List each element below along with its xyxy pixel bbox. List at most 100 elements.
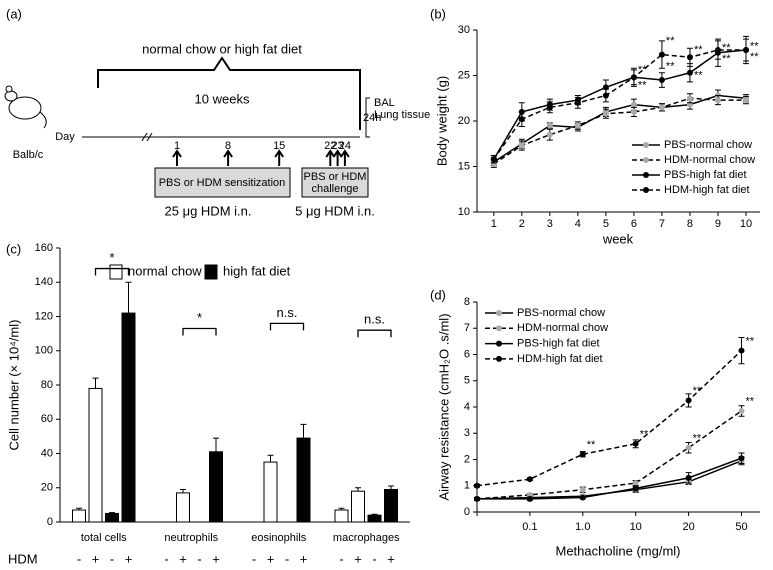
end-time: 24h <box>363 112 381 124</box>
x-tick-label: neutrophils <box>164 532 218 544</box>
annotation: ** <box>693 385 702 397</box>
y-tick-label: 25 <box>458 69 470 81</box>
day-number: 22 <box>324 140 336 152</box>
point <box>546 131 553 138</box>
y-tick-label: 160 <box>35 242 53 254</box>
legend-marker <box>643 172 649 178</box>
point <box>579 486 586 493</box>
annotation: ** <box>640 428 649 440</box>
point <box>714 97 721 104</box>
point <box>490 160 497 167</box>
y-tick-label: 100 <box>35 345 53 357</box>
group-label: + <box>387 551 395 566</box>
group-label: - <box>164 551 168 566</box>
x-tick-label: total cells <box>81 532 127 544</box>
arrow <box>340 149 350 166</box>
box <box>154 167 291 198</box>
legend-marker <box>643 187 649 193</box>
legend-label: PBS-high fat diet <box>517 338 600 350</box>
group-label: + <box>212 551 220 566</box>
y-tick-label: 2 <box>464 453 470 465</box>
arrow <box>274 149 285 166</box>
error-bar <box>355 487 361 492</box>
group-label: + <box>125 551 133 566</box>
day-number: 23 <box>331 140 343 152</box>
legend-label: HDM-high fat diet <box>517 353 603 365</box>
annotation: ** <box>722 53 731 65</box>
bar <box>105 512 119 523</box>
x-tick-label: 50 <box>735 521 747 533</box>
legend-label: HDM-normal chow <box>517 322 608 334</box>
x-tick-label: 7 <box>659 218 665 230</box>
brace <box>97 56 361 130</box>
point <box>602 92 609 99</box>
rat-icon <box>4 85 47 129</box>
bar <box>209 451 223 523</box>
group-label: - <box>372 551 376 566</box>
y-tick-label: 5 <box>464 375 470 387</box>
group-label: - <box>77 551 81 566</box>
point <box>738 407 745 414</box>
duration: 10 weeks <box>195 91 250 106</box>
point <box>738 455 745 462</box>
point <box>518 116 525 123</box>
annotation: ** <box>694 69 703 81</box>
group-label: + <box>354 551 362 566</box>
bar <box>296 437 311 523</box>
point <box>686 69 693 76</box>
y-tick-label: 120 <box>35 310 53 322</box>
x-tick-label: 6 <box>631 218 637 230</box>
x-tick-label: 10 <box>740 218 752 230</box>
significance-label: * <box>109 250 114 265</box>
legend-marker <box>643 142 649 148</box>
point <box>685 444 692 451</box>
point <box>742 47 749 54</box>
y-tick-label: 80 <box>41 379 53 391</box>
x-tick-label: 0.1 <box>522 521 537 533</box>
group-label: - <box>110 551 114 566</box>
annotation: ** <box>745 335 754 347</box>
point <box>630 101 637 108</box>
readout-bracket <box>365 97 370 138</box>
group-label: - <box>339 551 343 566</box>
significance-label: * <box>197 310 202 325</box>
panel-label: (b) <box>430 6 446 21</box>
x-tick-label: macrophages <box>333 532 400 544</box>
legend-label: HDM-high fat diet <box>664 184 750 196</box>
error-bar <box>388 485 394 490</box>
legend-swatch <box>109 264 123 280</box>
day-label: Day <box>55 131 75 143</box>
series-line <box>476 350 743 487</box>
error-bar <box>92 377 99 389</box>
legend-swatch <box>204 264 218 280</box>
bar <box>384 488 398 523</box>
annotation: ** <box>745 396 754 408</box>
arrow <box>172 149 182 166</box>
legend-marker <box>496 310 502 316</box>
point <box>490 156 497 163</box>
error-bar <box>267 454 274 463</box>
legend-marker <box>643 157 649 163</box>
annotation: ** <box>722 42 731 54</box>
arrow <box>223 149 233 166</box>
legend-marker <box>496 325 502 332</box>
series-line <box>493 49 747 160</box>
point <box>474 482 480 489</box>
y-tick-label: 7 <box>464 322 470 334</box>
y-tick-label: 140 <box>35 276 53 288</box>
point <box>714 47 721 54</box>
significance-bracket <box>357 329 392 338</box>
y-tick-label: 60 <box>41 413 53 425</box>
series-line <box>493 94 747 163</box>
panel-label: (d) <box>430 287 446 302</box>
point <box>630 108 637 115</box>
x-tick-label: 10 <box>630 521 642 533</box>
point <box>632 440 639 447</box>
point <box>526 495 533 502</box>
group-label: + <box>267 551 275 566</box>
point <box>686 95 693 102</box>
significance-label: n.s. <box>364 312 385 327</box>
y-axis-label: Body weight (g) <box>434 76 449 166</box>
group-label: - <box>252 551 256 566</box>
